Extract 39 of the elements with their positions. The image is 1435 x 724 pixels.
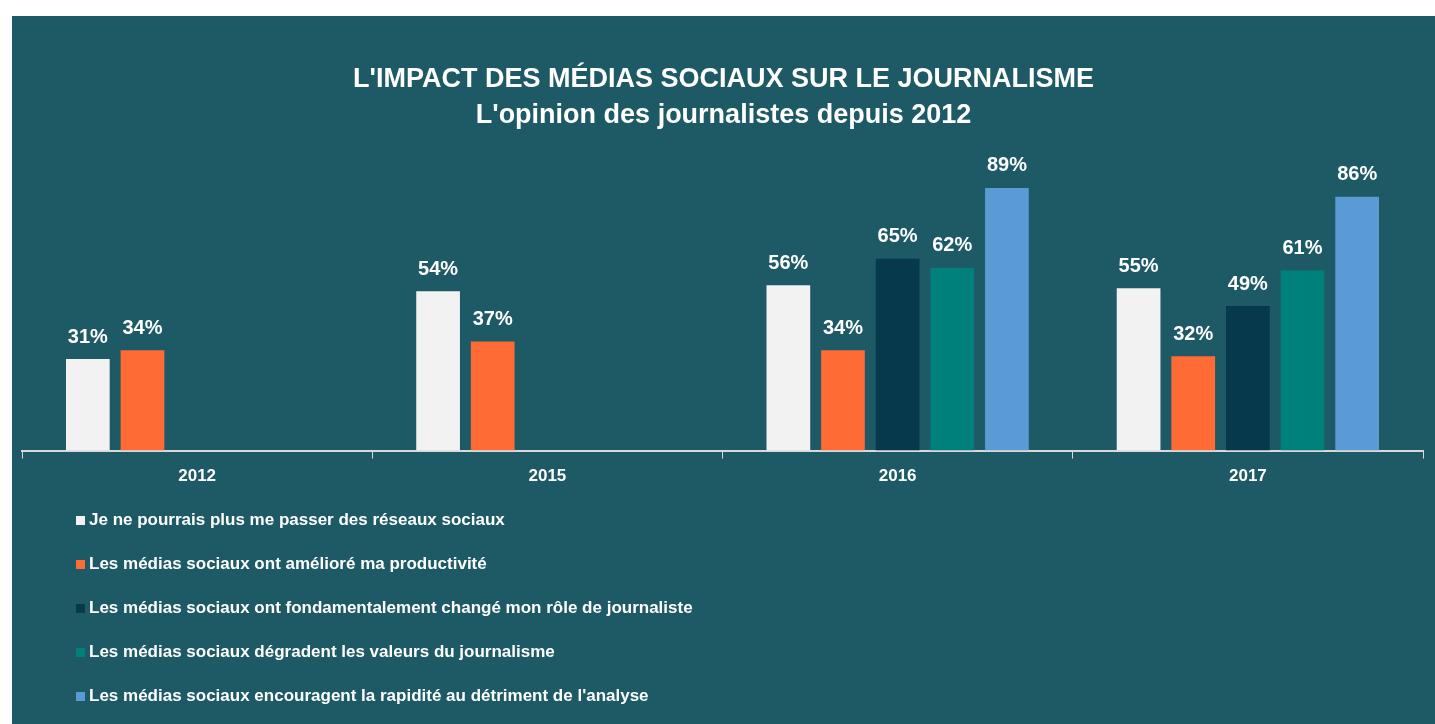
- x-tick-label: 2012: [178, 466, 217, 486]
- x-tick-label: 2015: [528, 466, 567, 486]
- data-label: 54%: [418, 256, 459, 279]
- bar: [1226, 306, 1270, 451]
- x-tick-label: 2017: [1228, 466, 1267, 486]
- legend-label: Je ne pourrais plus me passer des réseaux sociaux: [89, 510, 505, 530]
- data-label: 86%: [1337, 162, 1378, 185]
- bar: [120, 350, 165, 451]
- data-label: 31%: [67, 324, 109, 347]
- bar: [985, 187, 1029, 451]
- data-label: 65%: [877, 224, 918, 247]
- bar: [821, 350, 865, 451]
- chart-subtitle: L'opinion des journalistes depuis 2012: [474, 98, 973, 131]
- data-label: 62%: [932, 233, 973, 256]
- x-tick-label: 2016: [878, 466, 917, 486]
- legend-label: Les médias sociaux dégradent les valeurs du journalisme: [89, 642, 555, 662]
- bar: [875, 258, 920, 451]
- chart-title: L'IMPACT DES MÉDIAS SOCIAUX SUR LE JOURNALISME: [352, 61, 1095, 95]
- bar: [65, 359, 110, 451]
- data-label: 61%: [1282, 236, 1323, 259]
- legend-label: Les médias sociaux ont fondamentalement changé mon rôle de journaliste: [89, 598, 693, 618]
- bar: [1116, 288, 1161, 451]
- data-label: 37%: [472, 306, 513, 329]
- bar: [1280, 270, 1325, 451]
- bar: [1335, 196, 1380, 451]
- bar: [416, 291, 460, 451]
- data-label: 55%: [1118, 253, 1159, 276]
- bar: [470, 341, 515, 451]
- data-label: 34%: [822, 315, 864, 338]
- bar: [766, 285, 811, 451]
- bar: [1171, 356, 1216, 451]
- data-label: 56%: [768, 250, 809, 273]
- data-label: 49%: [1227, 271, 1269, 294]
- data-label: 34%: [122, 315, 163, 338]
- data-label: 32%: [1173, 321, 1214, 344]
- bar: [930, 267, 975, 451]
- legend-label: Les médias sociaux encouragent la rapidité au détriment de l'analyse: [89, 686, 649, 706]
- data-label: 89%: [986, 153, 1028, 176]
- legend-label: Les médias sociaux ont amélioré ma productivité: [89, 554, 487, 574]
